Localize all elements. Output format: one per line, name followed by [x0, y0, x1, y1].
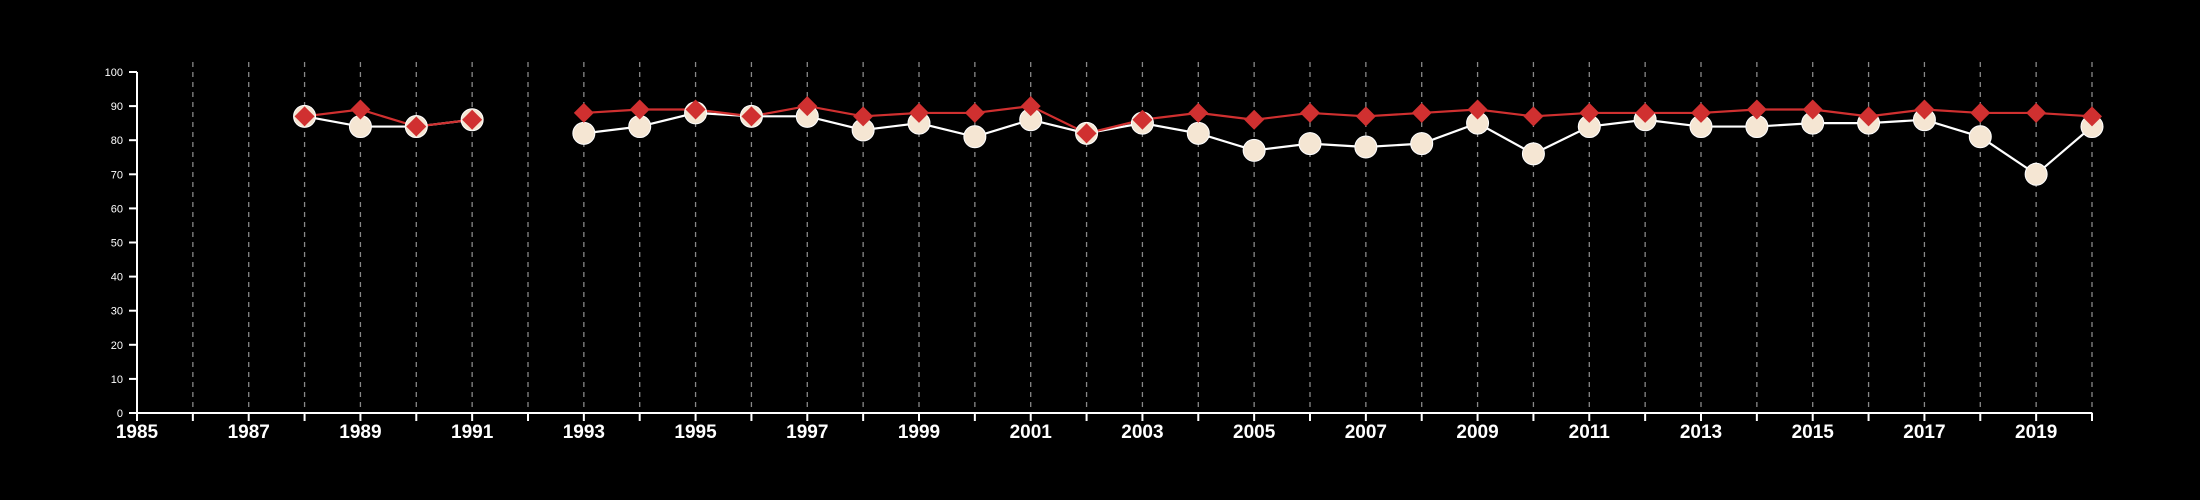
data-point: [1579, 102, 1600, 123]
data-point: [1242, 138, 1266, 162]
series-group: [293, 96, 2104, 186]
x-tick-label: 1997: [786, 422, 828, 443]
data-point: [294, 106, 315, 127]
x-tick-label: 1987: [228, 422, 270, 443]
data-point: [1858, 106, 1879, 127]
x-tick-label: 1985: [116, 422, 159, 443]
data-point: [1746, 99, 1767, 120]
x-tick-label: 2017: [1903, 422, 1945, 443]
data-point: [741, 106, 762, 127]
data-point: [629, 99, 650, 120]
series-2: [304, 104, 2093, 135]
y-tick-label: 20: [111, 340, 123, 352]
data-point: [1186, 121, 1210, 145]
data-point: [1968, 125, 1992, 149]
data-point: [1244, 109, 1265, 130]
x-tick-label: 1989: [339, 422, 381, 443]
data-point: [572, 121, 596, 145]
series-line: [583, 104, 2093, 135]
y-tick-label: 50: [111, 238, 123, 250]
x-tick-label: 1995: [674, 422, 717, 443]
x-tick-label: 2001: [1010, 422, 1053, 443]
data-point: [1970, 102, 1991, 123]
x-tick-label: 1993: [563, 422, 605, 443]
data-point: [350, 99, 371, 120]
series-2-markers: [294, 96, 2102, 144]
data-point: [2026, 102, 2047, 123]
data-point: [573, 102, 594, 123]
data-point: [1523, 106, 1544, 127]
data-point: [1300, 102, 1320, 123]
data-point: [462, 109, 483, 130]
y-tick-label: 30: [111, 306, 123, 318]
axes: 0 10 20 30 40 50 60 70 80 90 100 1985 1987 1989 1991 19…: [105, 67, 2093, 443]
y-tick-label: 100: [105, 67, 123, 79]
data-point: [1188, 102, 1209, 123]
data-point: [1467, 99, 1488, 120]
data-point: [1691, 102, 1711, 123]
x-tick-label: 1991: [451, 422, 494, 443]
series-1-markers: [293, 101, 2104, 186]
y-tick-label: 70: [111, 169, 123, 181]
x-tick-label: 2009: [1456, 422, 1498, 443]
data-point: [1914, 99, 1935, 120]
x-tick-label: 2011: [1569, 422, 1611, 443]
y-tick-label: 80: [111, 135, 123, 147]
data-point: [1076, 123, 1097, 144]
data-point: [2024, 162, 2048, 186]
x-tick-label: 2015: [1792, 422, 1835, 443]
data-point: [1411, 102, 1432, 123]
x-tick-label: 2013: [1680, 422, 1722, 443]
y-tick-label: 60: [111, 203, 123, 215]
y-tick-label: 40: [111, 272, 123, 284]
y-tick-label: 90: [111, 101, 123, 113]
data-point: [1355, 106, 1376, 127]
gridlines: [192, 62, 2093, 413]
data-point: [797, 96, 818, 117]
x-tick-label: 2005: [1233, 422, 1276, 443]
data-point: [1298, 132, 1322, 156]
y-tick-label: 0: [117, 408, 123, 420]
data-point: [853, 106, 874, 127]
data-point: [685, 99, 706, 120]
x-tick-label: 2019: [2015, 422, 2057, 443]
data-point: [1521, 142, 1545, 166]
x-tick-label: 2007: [1345, 422, 1387, 443]
y-tick-label: 10: [111, 374, 123, 386]
data-point: [909, 102, 929, 123]
x-tick-label: 1999: [898, 422, 940, 443]
series-line: [583, 111, 2093, 176]
data-point: [2082, 106, 2102, 127]
data-point: [406, 116, 427, 137]
data-point: [1802, 99, 1823, 120]
data-point: [963, 125, 987, 149]
series-line: [304, 108, 473, 128]
data-point: [1132, 109, 1153, 130]
x-tick-label: 2003: [1121, 422, 1163, 443]
data-point: [964, 102, 985, 123]
data-point: [1635, 102, 1656, 123]
data-point: [1410, 132, 1434, 156]
data-point: [1354, 135, 1378, 159]
data-point: [1020, 96, 1041, 117]
